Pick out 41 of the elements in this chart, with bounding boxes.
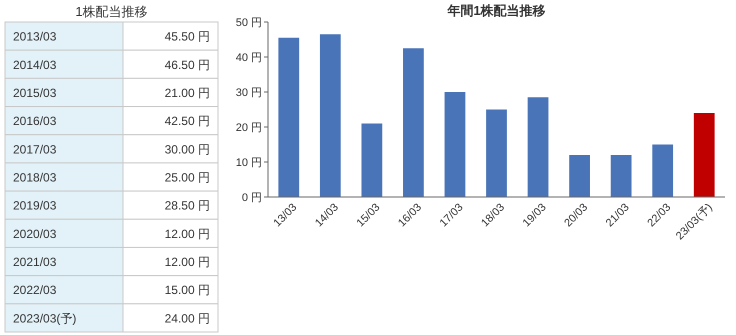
data-label: 28.50 円 (164, 198, 210, 213)
category-label: 2019/03 (13, 198, 57, 213)
data-label: 21.00 円 (164, 86, 210, 100)
bar (361, 124, 382, 197)
text: 1株配当推移 (75, 4, 148, 19)
y-tick-label: 10 円 (236, 157, 262, 169)
data-label: 45.50 円 (164, 30, 210, 44)
bar (320, 34, 341, 197)
chart-title: 年間1株配当推移 (446, 3, 546, 18)
bar (694, 113, 715, 197)
data-label: 30.00 円 (164, 142, 210, 156)
data-label: 24.00 円 (164, 311, 210, 326)
bar (569, 155, 590, 197)
category-label: 2020/03 (13, 226, 57, 241)
y-tick-label: 40 円 (236, 52, 262, 64)
bar (610, 155, 632, 197)
y-tick-label: 50 円 (236, 17, 262, 29)
data-label: 42.50 円 (164, 114, 210, 128)
category-label: 2016/03 (13, 114, 57, 128)
category-label: 2013/03 (13, 30, 57, 44)
data-label: 15.00 円 (164, 283, 210, 298)
data-label: 12.00 円 (164, 226, 210, 241)
category-label: 2018/03 (13, 170, 57, 184)
bar (486, 110, 507, 197)
y-tick-label: 0 円 (242, 192, 262, 204)
bar (652, 144, 674, 197)
y-tick-label: 20 円 (236, 122, 262, 134)
category-label: 2023/03(予) (13, 311, 76, 326)
category-label: 2022/03 (13, 283, 57, 298)
bar (444, 92, 466, 197)
bar (278, 38, 300, 197)
data-label: 12.00 円 (164, 255, 210, 270)
data-label: 25.00 円 (164, 170, 210, 184)
category-label: 2014/03 (13, 58, 57, 72)
category-label: 2021/03 (13, 255, 57, 270)
category-label: 2015/03 (13, 86, 57, 100)
bar (403, 48, 424, 197)
category-label: 2017/03 (13, 142, 57, 156)
bar (528, 97, 548, 197)
data-label: 46.50 円 (164, 58, 210, 72)
y-tick-label: 30 円 (236, 87, 262, 99)
